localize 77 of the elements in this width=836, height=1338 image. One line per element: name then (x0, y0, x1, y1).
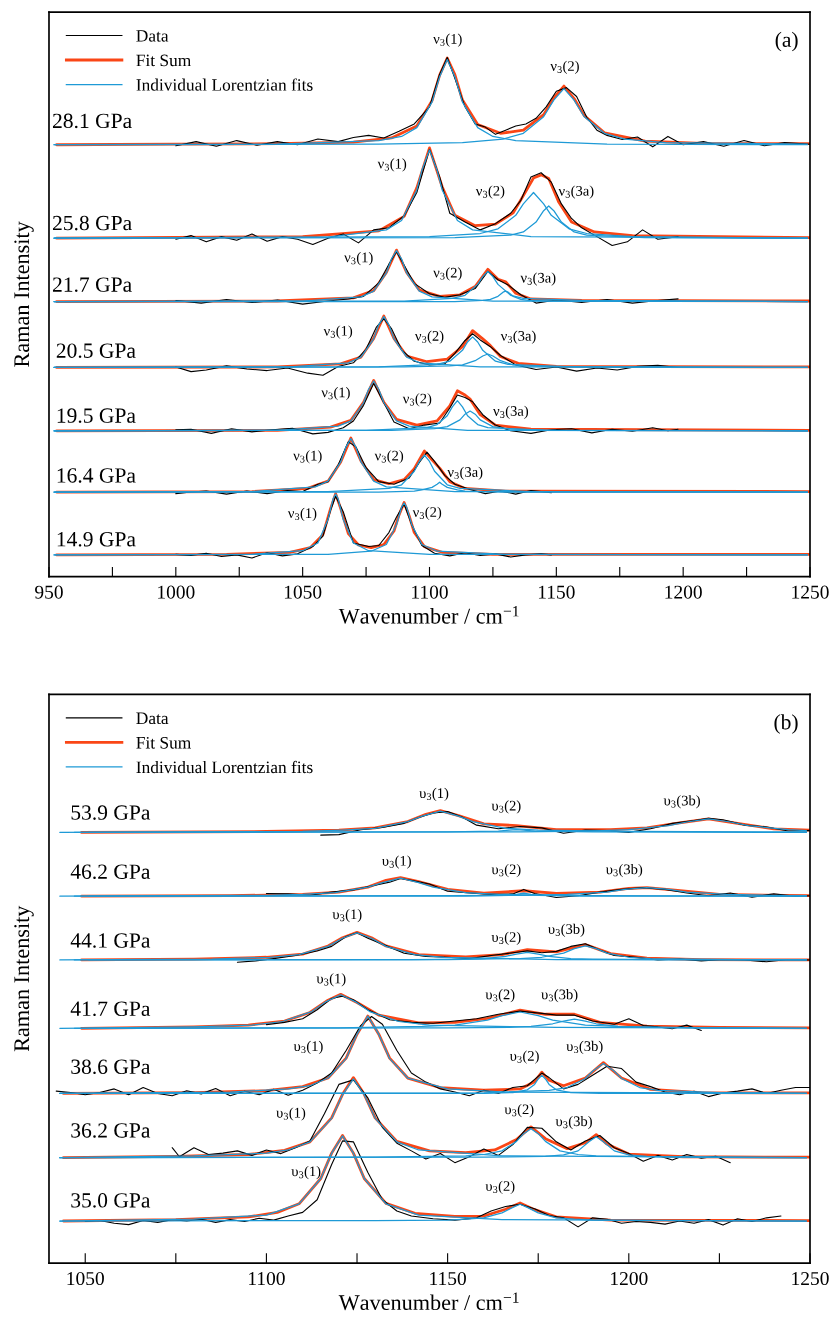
annotation: 19.5 GPa (57, 408, 136, 423)
text: (b) (774, 714, 798, 734)
x-tick-label: 1150 (538, 585, 575, 599)
x-tick-label: 1050 (284, 585, 322, 599)
annotation: υ$_{3}$(2) (491, 864, 521, 878)
legend-label: Fit Sum (136, 54, 192, 67)
annotation: 21.7 GPa (52, 277, 132, 292)
y-axis-title: Raman Intensity (14, 905, 34, 1052)
annotation: ν$_{3}$(2) (414, 330, 444, 344)
annotation: 38.6 GPa (71, 1059, 151, 1075)
annotation: υ$_{3}$(1) (382, 855, 411, 869)
x-tick-label: 1200 (611, 1271, 648, 1286)
annotation: ν$_{3}$(1) (344, 252, 373, 266)
annotation: ν$_{3}$(3a) (520, 272, 556, 286)
annotation: 46.2 GPa (70, 864, 151, 880)
annotation: ν$_{3}$(1) (377, 158, 407, 172)
annotation: υ$_{3}$(3b) (605, 864, 643, 878)
x-tick-label: 1150 (430, 1271, 466, 1286)
legend-label: Data (136, 30, 169, 42)
annotation: 41.7 GPa (70, 1001, 151, 1017)
annotation: ν$_{3}$(3a) (447, 466, 483, 480)
annotation: ν$_{3}$(1) (323, 325, 353, 339)
annotation: υ$_{3}$(2) (485, 989, 515, 1003)
x-tick-label: 1250 (792, 1271, 829, 1286)
legend-label: Individual Lorentzian fits (136, 760, 313, 774)
x-tick-label: 1200 (665, 585, 702, 599)
annotation: ν$_{3}$(1) (293, 450, 322, 464)
annotation: υ$_{3}$(1) (332, 908, 362, 923)
annotation: υ$_{3}$(2) (504, 1103, 534, 1118)
annotation: ν$_{3}$(2) (412, 506, 442, 520)
annotation: 36.2 GPa (71, 1123, 151, 1138)
annotation: 35.0 GPa (71, 1193, 151, 1208)
legend-label: Individual Lorentzian fits (136, 78, 313, 91)
annotation: ν$_{3}$(2) (374, 450, 404, 464)
annotation: υ$_{3}$(2) (485, 1180, 515, 1194)
annotation: υ$_{3}$(1) (316, 973, 346, 987)
annotation: ν$_{3}$(3a) (493, 405, 529, 419)
y-axis-title: Raman Intensity (14, 221, 34, 367)
annotation: 25.8 GPa (52, 215, 132, 231)
x-tick-label: 1100 (249, 1271, 285, 1286)
annotation: ν$_{3}$(2) (402, 393, 432, 407)
text: υ$_{3}$(3b) (663, 795, 700, 809)
annotation: υ$_{3}$(3b) (566, 1040, 603, 1055)
x-tick-label: 1100 (412, 585, 448, 599)
annotation: υ$_{3}$(3b) (555, 1115, 592, 1130)
annotation: υ$_{3}$(2) (491, 800, 521, 814)
annotation: ν$_{3}$(3a) (558, 185, 594, 199)
legend-label: Data (136, 712, 169, 725)
annotation: υ$_{3}$(2) (491, 931, 521, 945)
annotation: ν$_{3}$(2) (433, 267, 462, 281)
x-tick-label: 1250 (792, 585, 829, 599)
annotation: 16.4 GPa (57, 468, 136, 483)
x-tick-label: 1050 (67, 1271, 104, 1286)
annotation: υ$_{3}$(1) (293, 1040, 323, 1055)
text: υ$_{3}$(1) (419, 787, 449, 802)
annotation: 28.1 GPa (52, 113, 132, 129)
annotation: υ$_{3}$(3b) (541, 989, 578, 1003)
x-tick-label: 950 (35, 585, 63, 599)
annotation: υ$_{3}$(1) (291, 1165, 321, 1180)
annotation: 53.9 GPa (71, 805, 151, 820)
annotation: 20.5 GPa (56, 343, 136, 358)
annotation: υ$_{3}$(3b) (548, 923, 585, 937)
annotation: ν$_{3}$(2) (550, 60, 579, 74)
text: (a) (775, 31, 798, 52)
annotation: ν$_{3}$(2) (475, 185, 505, 199)
annotation: ν$_{3}$(1) (287, 507, 317, 522)
text: ν$_{3}$(1) (433, 33, 462, 47)
annotation: 44.1 GPa (70, 933, 151, 948)
x-axis-title: Wavenumber / cm$^{−1}$ (338, 606, 519, 624)
legend-label: Fit Sum (136, 736, 192, 749)
annotation: ν$_{3}$(3a) (500, 330, 536, 344)
x-tick-label: 1000 (158, 585, 195, 599)
x-axis-title: Wavenumber / cm$^{−1}$ (338, 1292, 519, 1311)
annotation: υ$_{3}$(1) (276, 1107, 306, 1121)
annotation: υ$_{3}$(2) (509, 1050, 539, 1064)
annotation: 14.9 GPa (57, 532, 136, 547)
annotation: ν$_{3}$(1) (321, 387, 350, 401)
